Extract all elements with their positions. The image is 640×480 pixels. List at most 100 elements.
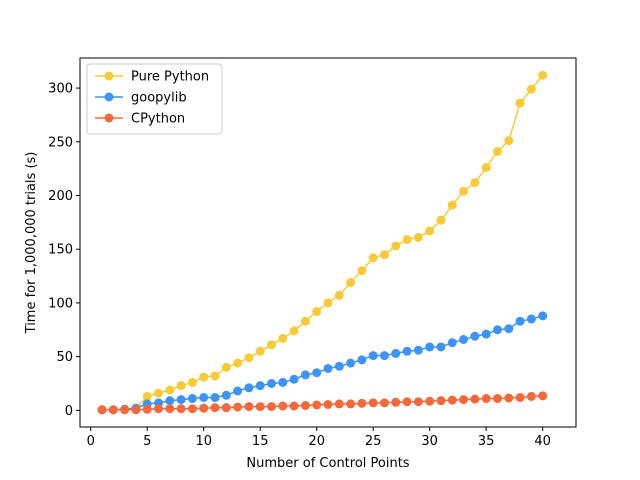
data-point (165, 396, 175, 406)
data-point (379, 351, 389, 361)
data-point (267, 340, 277, 350)
data-point (492, 146, 502, 156)
data-point (120, 405, 130, 415)
data-point (289, 326, 299, 336)
series-cpython (97, 391, 548, 415)
legend-item: goopylib (95, 91, 187, 106)
legend-marker (104, 71, 114, 81)
data-point (334, 399, 344, 409)
y-axis-label: Time for 1,000,000 trials (s) (24, 152, 39, 335)
data-point (165, 385, 175, 395)
data-point (447, 338, 457, 348)
legend: Pure Python goopylib CPython (86, 63, 223, 135)
data-point (447, 395, 457, 405)
x-axis-label: Number of Control Points (246, 456, 409, 471)
data-point (538, 311, 548, 321)
data-point (244, 402, 254, 412)
data-point (481, 329, 491, 339)
data-point (323, 298, 333, 308)
data-point (357, 398, 367, 408)
data-point (176, 395, 186, 405)
data-point (346, 278, 356, 288)
data-point (176, 404, 186, 414)
legend-item: Pure Python (95, 70, 209, 85)
series-layer (97, 70, 548, 415)
data-point (526, 84, 536, 94)
data-point (312, 368, 322, 378)
data-point (504, 393, 514, 403)
data-point (526, 314, 536, 324)
data-point (255, 381, 265, 391)
data-point (425, 226, 435, 236)
y-axis: 0 50 100 150 200 250 300 (48, 82, 80, 419)
data-point (210, 371, 220, 381)
data-point (391, 397, 401, 407)
data-point (413, 232, 423, 242)
data-point (312, 307, 322, 317)
data-point (300, 401, 310, 411)
data-point (492, 394, 502, 404)
data-point (244, 353, 254, 363)
data-point (504, 324, 514, 334)
data-point (97, 405, 107, 415)
data-point (515, 316, 525, 326)
data-point (278, 377, 288, 387)
data-point (176, 381, 186, 391)
data-point (131, 405, 141, 415)
data-point (108, 405, 118, 415)
data-point (233, 358, 243, 368)
legend-label: Pure Python (131, 70, 209, 85)
x-axis: 0 5 10 15 20 25 30 35 40 (87, 427, 551, 449)
data-point (402, 235, 412, 245)
data-point (459, 334, 469, 344)
x-tick-label: 15 (252, 434, 269, 449)
data-point (210, 403, 220, 413)
x-tick-label: 10 (195, 434, 212, 449)
data-point (300, 316, 310, 326)
x-tick-label: 35 (478, 434, 495, 449)
x-tick-label: 0 (87, 434, 95, 449)
data-point (425, 396, 435, 406)
data-point (504, 136, 514, 146)
data-point (221, 362, 231, 372)
y-tick-label: 300 (48, 82, 73, 97)
legend-item: CPython (95, 112, 185, 127)
data-point (492, 325, 502, 335)
legend-marker (104, 92, 114, 102)
data-point (413, 397, 423, 407)
data-point (379, 250, 389, 260)
data-point (481, 163, 491, 173)
plot-frame (79, 57, 577, 428)
data-point (425, 342, 435, 352)
data-point (436, 215, 446, 225)
data-point (199, 403, 209, 413)
y-tick-label: 0 (65, 404, 73, 419)
data-point (334, 290, 344, 300)
data-point (515, 98, 525, 108)
data-point (323, 363, 333, 373)
data-point (278, 401, 288, 411)
x-tick-label: 40 (534, 434, 551, 449)
y-tick-label: 200 (48, 189, 73, 204)
x-tick-label: 20 (308, 434, 325, 449)
x-tick-label: 30 (421, 434, 438, 449)
data-point (334, 361, 344, 371)
legend-label: goopylib (131, 91, 187, 106)
data-point (413, 345, 423, 355)
legend-marker (104, 113, 114, 123)
series-line (102, 395, 543, 411)
data-point (221, 390, 231, 400)
data-point (368, 351, 378, 361)
data-point (346, 399, 356, 409)
data-point (312, 400, 322, 410)
y-tick-label: 150 (48, 243, 73, 258)
data-point (165, 404, 175, 414)
data-point (233, 402, 243, 412)
data-point (391, 348, 401, 358)
data-point (187, 377, 197, 387)
series-line (102, 315, 543, 411)
data-point (538, 70, 548, 80)
data-point (402, 346, 412, 356)
x-tick-label: 5 (143, 434, 151, 449)
